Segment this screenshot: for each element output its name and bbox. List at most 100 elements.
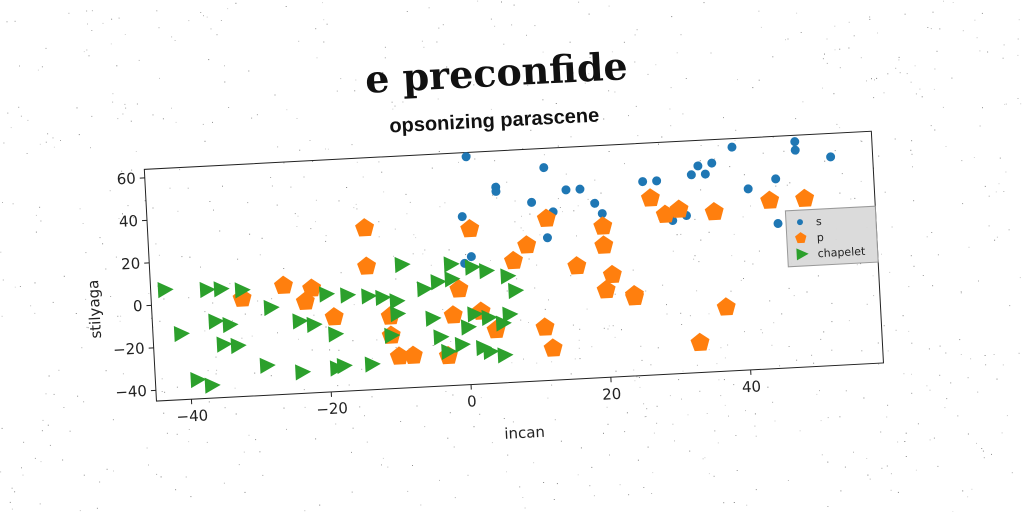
noise-speck bbox=[34, 457, 36, 459]
noise-speck bbox=[866, 80, 867, 82]
noise-speck bbox=[105, 268, 107, 270]
noise-speck bbox=[607, 328, 609, 330]
noise-speck bbox=[682, 113, 684, 115]
noise-speck bbox=[110, 43, 112, 45]
noise-speck bbox=[999, 157, 1001, 159]
noise-speck bbox=[513, 4, 515, 6]
noise-speck bbox=[976, 37, 978, 39]
legend-marker bbox=[795, 232, 807, 244]
noise-speck bbox=[156, 473, 158, 475]
data-point bbox=[390, 306, 407, 323]
noise-speck bbox=[200, 12, 202, 13]
noise-speck bbox=[981, 448, 983, 449]
noise-speck bbox=[351, 144, 353, 146]
noise-speck bbox=[366, 441, 368, 443]
noise-speck bbox=[607, 423, 609, 425]
noise-speck bbox=[290, 186, 292, 188]
noise-speck bbox=[119, 320, 121, 322]
noise-speck bbox=[163, 298, 165, 300]
noise-speck bbox=[319, 504, 321, 506]
noise-speck bbox=[393, 255, 394, 257]
noise-speck bbox=[762, 152, 764, 154]
noise-speck bbox=[159, 320, 161, 322]
noise-speck bbox=[983, 457, 985, 459]
noise-speck bbox=[286, 109, 288, 111]
noise-speck bbox=[996, 378, 998, 380]
noise-speck bbox=[584, 82, 586, 84]
noise-speck bbox=[603, 327, 605, 329]
noise-speck bbox=[733, 502, 735, 503]
noise-speck bbox=[352, 340, 354, 342]
noise-speck bbox=[724, 404, 726, 406]
noise-speck bbox=[967, 433, 969, 435]
noise-speck bbox=[243, 451, 245, 453]
noise-speck bbox=[773, 322, 775, 324]
noise-speck bbox=[260, 314, 262, 316]
noise-speck bbox=[960, 291, 962, 292]
noise-speck bbox=[775, 185, 777, 187]
noise-speck bbox=[63, 407, 65, 408]
noise-speck bbox=[886, 416, 888, 418]
noise-speck bbox=[967, 496, 969, 498]
noise-speck bbox=[503, 43, 505, 45]
noise-speck bbox=[348, 384, 350, 386]
noise-speck bbox=[53, 393, 55, 395]
noise-speck bbox=[878, 363, 880, 365]
noise-speck bbox=[294, 213, 296, 215]
noise-speck bbox=[19, 65, 20, 67]
noise-speck bbox=[49, 444, 51, 446]
data-point bbox=[638, 177, 648, 187]
noise-speck bbox=[988, 195, 990, 197]
noise-speck bbox=[551, 361, 553, 363]
noise-speck bbox=[840, 490, 842, 492]
noise-speck bbox=[125, 107, 127, 109]
noise-speck bbox=[836, 123, 838, 125]
noise-speck bbox=[490, 18, 492, 20]
noise-speck bbox=[455, 80, 457, 82]
noise-speck bbox=[231, 320, 233, 322]
noise-speck bbox=[933, 88, 935, 90]
noise-speck bbox=[822, 87, 823, 89]
noise-speck bbox=[758, 250, 760, 252]
noise-speck bbox=[171, 36, 173, 38]
data-point bbox=[508, 282, 525, 300]
legend-entry: p bbox=[795, 231, 824, 244]
noise-speck bbox=[39, 206, 41, 208]
noise-speck bbox=[312, 160, 314, 162]
noise-speck bbox=[222, 185, 223, 187]
noise-speck bbox=[415, 237, 417, 239]
data-point bbox=[389, 346, 409, 365]
data-point bbox=[173, 325, 190, 343]
noise-speck bbox=[442, 24, 444, 26]
noise-speck bbox=[539, 234, 541, 236]
noise-speck bbox=[911, 140, 913, 142]
noise-speck bbox=[653, 432, 655, 434]
noise-speck bbox=[507, 454, 509, 456]
noise-speck bbox=[235, 413, 237, 415]
noise-speck bbox=[351, 451, 352, 453]
data-point bbox=[727, 142, 737, 152]
data-point bbox=[384, 327, 401, 344]
noise-speck bbox=[151, 317, 152, 319]
data-point bbox=[263, 299, 280, 317]
noise-speck bbox=[565, 173, 567, 175]
noise-speck bbox=[528, 322, 529, 323]
x-tick-label: −40 bbox=[176, 406, 209, 426]
noise-speck bbox=[698, 261, 700, 263]
noise-speck bbox=[68, 12, 70, 14]
noise-speck bbox=[7, 112, 9, 114]
noise-speck bbox=[407, 120, 409, 122]
noise-speck bbox=[861, 350, 863, 352]
noise-speck bbox=[490, 108, 492, 110]
noise-speck bbox=[950, 382, 952, 384]
data-point bbox=[443, 305, 463, 324]
chart-title: opsonizing parascene bbox=[389, 105, 600, 138]
noise-speck bbox=[492, 116, 494, 118]
noise-speck bbox=[492, 194, 494, 196]
noise-speck bbox=[412, 253, 414, 255]
noise-speck bbox=[913, 265, 915, 267]
noise-speck bbox=[926, 236, 928, 238]
noise-speck bbox=[469, 154, 471, 156]
noise-speck bbox=[638, 377, 640, 378]
